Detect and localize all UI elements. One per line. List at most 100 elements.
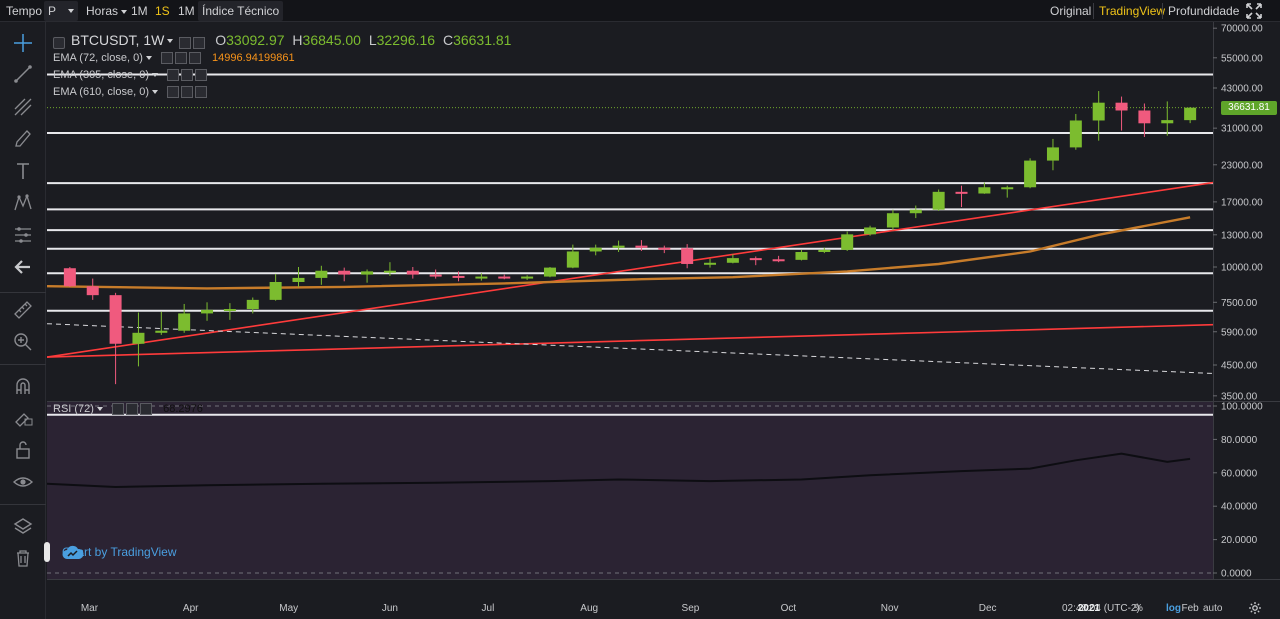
auto-scale-button[interactable]: auto (1203, 603, 1223, 614)
chevron-down-icon[interactable] (167, 39, 174, 44)
red-trendline (47, 323, 1214, 358)
chevron-down-icon[interactable] (145, 56, 152, 61)
chevron-down-icon[interactable] (152, 90, 158, 95)
candle-up (978, 187, 991, 194)
candle-up (223, 309, 236, 312)
ema72-buttons[interactable] (160, 52, 203, 65)
rsi-axis-label: 60.0000 (1221, 468, 1258, 479)
panel-resize-handle[interactable] (44, 542, 50, 562)
unlock-icon[interactable] (7, 436, 39, 464)
toolbar-divider (0, 364, 46, 365)
brush-icon[interactable] (7, 125, 39, 153)
prediction-icon[interactable] (7, 221, 39, 249)
magnet-icon[interactable] (7, 372, 39, 400)
candle-up (201, 309, 214, 314)
rsi-axis-label: 100.0000 (1221, 402, 1263, 413)
rsi-legend: RSI (72) 68.2976 (53, 403, 203, 416)
rsi-axis-label: 20.0000 (1221, 535, 1258, 546)
period-select[interactable]: P (44, 1, 78, 21)
brand-text[interactable]: Chart by TradingView (62, 545, 177, 559)
time-axis-label: Feb (1181, 603, 1199, 614)
candle-up (1161, 120, 1174, 124)
price-axis-label: 70000.00 (1221, 24, 1263, 35)
settings-icon[interactable] (174, 52, 187, 65)
close-icon[interactable] (140, 403, 153, 416)
ema610-buttons[interactable] (167, 86, 209, 99)
current-price-tag: 36631.81 (1221, 100, 1277, 115)
close-icon[interactable] (195, 69, 208, 82)
candle-up (864, 227, 877, 235)
chevron-down-icon (68, 9, 74, 13)
eye-icon[interactable] (167, 86, 180, 99)
price-axis-label: 5900.00 (1221, 327, 1258, 338)
chart-area[interactable]: 100000.0070000.0055000.0043000.0031000.0… (47, 22, 1280, 619)
log-scale-button[interactable]: log (1166, 603, 1181, 614)
tradingview-brand[interactable]: Chart by TradingView (62, 545, 177, 559)
chevron-down-icon[interactable] (96, 407, 103, 412)
price-axis-label: 10000.00 (1221, 263, 1263, 274)
settings-icon[interactable] (126, 403, 139, 416)
candle-down (1138, 110, 1151, 124)
tradingview-cloud-icon (62, 545, 84, 559)
chevron-down-icon[interactable] (152, 73, 158, 78)
candle-up (292, 277, 305, 282)
candle-up (361, 271, 374, 275)
rsi-pane-background (47, 402, 1213, 579)
timeframe-1s-button[interactable]: 1S (155, 4, 170, 18)
pitchfork-icon[interactable] (7, 93, 39, 121)
trash-icon[interactable] (7, 544, 39, 572)
eye-icon[interactable] (112, 403, 125, 416)
timeframe-1m-month-button[interactable]: 1M (178, 4, 195, 18)
candle-up (726, 258, 739, 263)
horas-dropdown[interactable]: Horas (82, 1, 131, 21)
candle-up (178, 313, 191, 331)
expand-arrows-icon[interactable] (1242, 1, 1268, 21)
time-axis-label: Jun (381, 603, 398, 614)
percent-scale-button[interactable]: % (1134, 603, 1143, 614)
rsi-label: RSI (72) (53, 403, 94, 415)
time-axis[interactable]: 02:48:04 (UTC-2) % log auto Mar Apr May Jun… (47, 600, 1280, 619)
settings-icon[interactable] (181, 69, 194, 82)
close-icon[interactable] (195, 86, 208, 99)
ema72-label: EMA (72, close, 0) (53, 52, 143, 64)
trend-line-icon[interactable] (7, 60, 39, 88)
candle-down (338, 270, 351, 275)
settings-icon[interactable] (181, 86, 194, 99)
text-icon[interactable] (7, 157, 39, 185)
view-original-button[interactable]: Original (1050, 4, 1092, 18)
candle-up (1184, 107, 1197, 121)
close-icon[interactable] (188, 52, 201, 65)
crosshair-icon[interactable] (7, 29, 39, 57)
pattern-icon[interactable] (7, 189, 39, 217)
source-icon[interactable] (193, 36, 206, 49)
back-arrow-icon[interactable] (7, 253, 39, 281)
price-chart[interactable]: 100000.0070000.0055000.0043000.0031000.0… (47, 22, 1280, 619)
view-tradingview-button[interactable]: TradingView (1099, 4, 1166, 18)
ema305-buttons[interactable] (167, 69, 209, 82)
indicators-button[interactable]: Índice Técnico (198, 1, 284, 21)
eye-icon[interactable] (7, 468, 39, 496)
candle-up (132, 332, 145, 344)
rsi-axis-label: 40.0000 (1221, 502, 1258, 513)
candle-down (406, 270, 419, 275)
lock-drawing-icon[interactable] (7, 404, 39, 432)
view-depth-button[interactable]: Profundidade (1168, 4, 1240, 18)
price-axis-label: 43000.00 (1221, 84, 1263, 95)
candle-down (658, 247, 671, 250)
layers-icon[interactable] (7, 512, 39, 540)
timeframe-1m-minute-button[interactable]: 1M (131, 4, 148, 18)
settings-icon[interactable] (179, 36, 192, 49)
candle-up (566, 251, 579, 268)
time-axis-label: Apr (182, 603, 199, 614)
candle-down (955, 191, 968, 194)
ruler-icon[interactable] (7, 296, 39, 324)
eye-icon[interactable] (167, 69, 180, 82)
candle-up (246, 299, 259, 310)
legend-buttons[interactable] (179, 33, 207, 49)
zoom-in-icon[interactable] (7, 328, 39, 356)
candle-up (932, 191, 945, 210)
eye-icon[interactable] (160, 52, 173, 65)
rsi-buttons[interactable] (112, 403, 154, 416)
candle-up (589, 247, 602, 252)
price-axis-label: 13000.00 (1221, 230, 1263, 241)
